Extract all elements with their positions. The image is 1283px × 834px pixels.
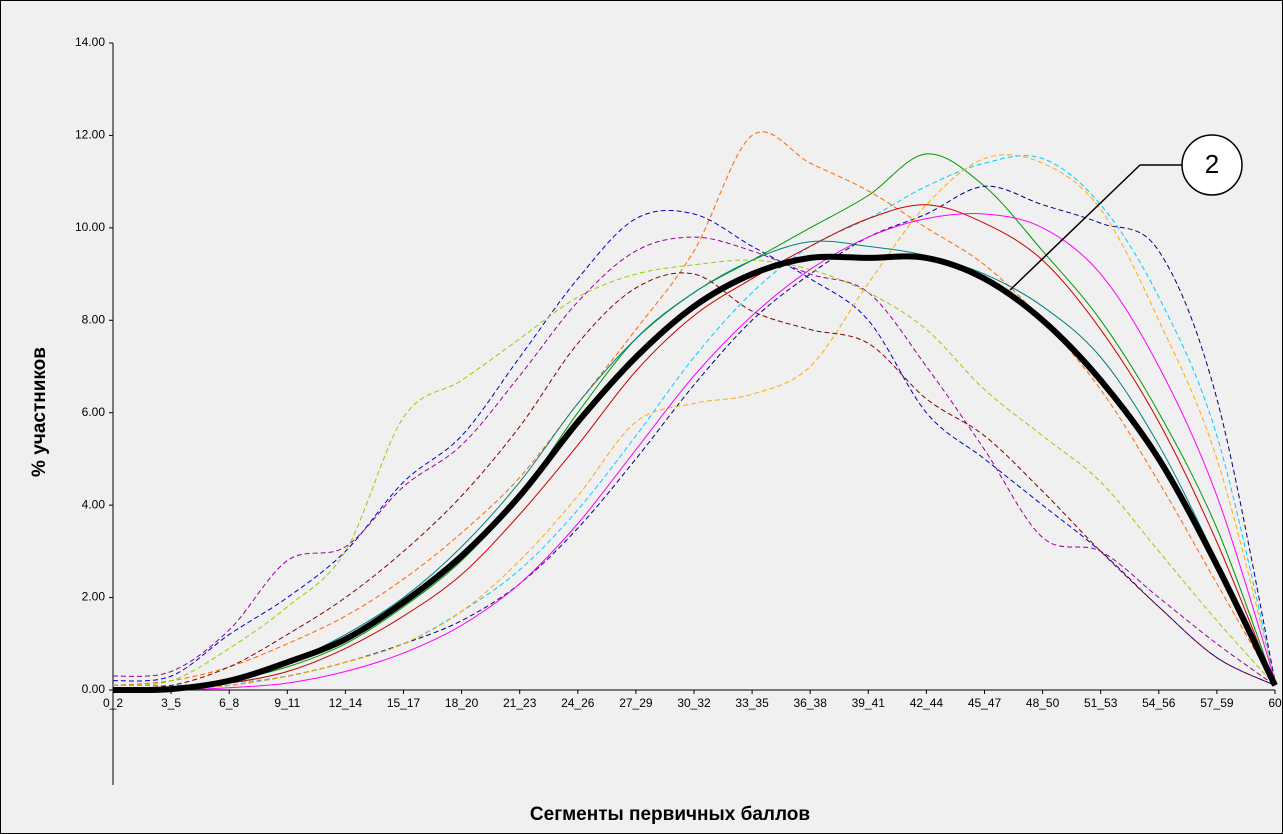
series-line bbox=[112, 131, 1276, 686]
x-tick-label: 60 bbox=[1268, 696, 1282, 710]
x-tick-label: 45_47 bbox=[968, 696, 1002, 710]
series-line bbox=[112, 154, 1276, 691]
series-line bbox=[112, 204, 1276, 691]
annotation: 2 bbox=[1205, 149, 1219, 179]
x-tick-label: 27_29 bbox=[619, 696, 653, 710]
x-tick-label: 36_38 bbox=[794, 696, 828, 710]
x-tick-label: 18_20 bbox=[445, 696, 479, 710]
series-line bbox=[112, 236, 1276, 686]
y-tick-label: 4.00 bbox=[82, 497, 106, 511]
y-axis-title: % участников bbox=[29, 347, 50, 477]
series-line bbox=[112, 213, 1276, 691]
x-tick-label: 24_26 bbox=[561, 696, 595, 710]
x-tick-label: 9_11 bbox=[274, 696, 300, 710]
leader-line bbox=[1009, 164, 1141, 291]
series-line bbox=[112, 153, 1276, 691]
x-tick-label: 57_59 bbox=[1200, 696, 1234, 710]
x-tick-label: 30_32 bbox=[677, 696, 711, 710]
x-tick-label: 48_50 bbox=[1026, 696, 1060, 710]
y-tick-label: 6.00 bbox=[82, 405, 106, 419]
y-tick-label: 2.00 bbox=[82, 590, 106, 604]
series-line bbox=[112, 240, 1276, 691]
y-tick-label: 0.00 bbox=[82, 682, 106, 696]
x-tick-label: 0_2 bbox=[103, 696, 123, 710]
x-tick-label: 33_35 bbox=[735, 696, 769, 710]
x-tick-label: 51_53 bbox=[1084, 696, 1118, 710]
y-tick-label: 10.00 bbox=[75, 220, 105, 234]
x-tick-label: 21_23 bbox=[503, 696, 537, 710]
x-tick-label: 3_5 bbox=[161, 696, 181, 710]
x-tick-label: 15_17 bbox=[387, 696, 421, 710]
series-line bbox=[112, 253, 1278, 694]
annotation-circle bbox=[1181, 134, 1243, 196]
x-tick-label: 42_44 bbox=[910, 696, 944, 710]
x-tick-label: 12_14 bbox=[329, 696, 363, 710]
series-line bbox=[112, 259, 1276, 686]
y-tick-label: 12.00 bbox=[75, 128, 105, 142]
x-tick-label: 6_8 bbox=[219, 696, 239, 710]
y-tick-label: 8.00 bbox=[82, 312, 106, 326]
series-line bbox=[112, 210, 1276, 686]
series-line bbox=[112, 155, 1276, 687]
x-tick-label: 39_41 bbox=[852, 696, 886, 710]
x-tick-label: 54_56 bbox=[1142, 696, 1176, 710]
y-tick-label: 14.00 bbox=[75, 35, 105, 49]
x-axis-title: Сегменты первичных баллов bbox=[530, 804, 810, 825]
